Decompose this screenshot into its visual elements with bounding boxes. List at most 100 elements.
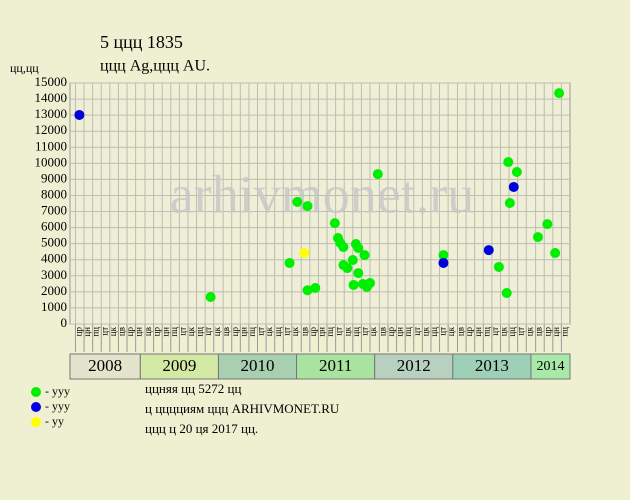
x-tick-label: цр: [230, 327, 240, 337]
legend-label: - ууу: [45, 384, 70, 398]
year-label: 2014: [536, 359, 564, 374]
year-band: [530, 353, 571, 380]
year-band: [374, 353, 454, 380]
x-tick-label: пц: [91, 327, 101, 337]
x-tick-label: цц: [273, 327, 283, 337]
year-label: 2010: [241, 356, 275, 375]
footer-note: ццняя цц 5272 цц: [145, 381, 241, 396]
point: [438, 250, 449, 261]
x-tick-label: цр: [542, 327, 552, 337]
x-tick-label: цк: [290, 326, 300, 336]
point: [504, 198, 515, 209]
year-label: 2008: [88, 356, 122, 375]
x-tick-label: пц: [403, 327, 413, 337]
legend-marker: [31, 387, 41, 397]
x-tick-label: пц: [247, 327, 257, 337]
point: [554, 88, 565, 99]
watermark: arhivmonet.ru: [170, 164, 474, 224]
x-tick-label: цт: [99, 327, 109, 336]
y-tick-label: 5000: [41, 235, 67, 250]
y-tick-label: 9000: [41, 170, 67, 185]
x-tick-label: цр: [152, 327, 162, 337]
x-tick-label: цр: [74, 327, 84, 337]
point: [353, 268, 364, 279]
legend-label: - ууу: [45, 399, 70, 413]
point: [508, 181, 519, 192]
y-tick-label: 3000: [41, 267, 67, 282]
x-tick-label: цт: [490, 327, 500, 336]
point: [347, 255, 358, 266]
point: [292, 196, 303, 207]
x-tick-label: цк: [524, 326, 534, 336]
y-tick-label: 8000: [41, 186, 67, 201]
x-tick-label: пц: [559, 327, 569, 337]
x-tick-label: цк: [420, 326, 430, 336]
x-tick-label: цц: [507, 327, 517, 337]
x-tick-label: цн: [395, 327, 405, 337]
x-tick-label: цв: [117, 327, 127, 336]
x-tick-label: цк: [368, 326, 378, 336]
x-tick-label: цв: [299, 327, 309, 336]
point: [542, 219, 553, 230]
point: [483, 245, 494, 256]
x-tick-label: цк: [342, 326, 352, 336]
x-tick-label: цр: [125, 327, 135, 337]
y-tick-label: 12000: [35, 122, 68, 137]
x-tick-label: цн: [238, 327, 248, 337]
x-tick-label: цт: [334, 327, 344, 336]
x-tick-label: цн: [473, 327, 483, 337]
x-tick-label: цн: [134, 327, 144, 337]
x-tick-label: цк: [186, 326, 196, 336]
year-label: 2011: [319, 356, 352, 375]
chart-title: 5 ццц 1835: [100, 32, 183, 52]
x-tick-label: цн: [551, 327, 561, 337]
y-tick-label: 1000: [41, 299, 67, 314]
point: [348, 279, 359, 290]
point: [329, 218, 340, 229]
y-tick-label: 7000: [41, 203, 67, 218]
x-tick-label: цт: [516, 327, 526, 336]
x-tick-label: цт: [438, 327, 448, 336]
x-tick-label: цр: [464, 327, 474, 337]
point: [493, 261, 504, 272]
point: [284, 257, 295, 268]
point: [503, 157, 514, 168]
y-tick-label: 10000: [35, 154, 68, 169]
x-tick-label: цн: [160, 327, 170, 337]
point: [353, 243, 364, 254]
x-tick-label: цк: [499, 326, 509, 336]
point: [501, 287, 512, 298]
point: [550, 247, 561, 258]
x-tick-label: пц: [325, 327, 335, 337]
y-tick-label: 0: [61, 315, 68, 330]
x-tick-label: цв: [377, 327, 387, 336]
x-tick-label: цт: [281, 327, 291, 336]
x-tick-label: цн: [82, 327, 92, 337]
x-tick-label: цк: [108, 326, 118, 336]
y-tick-label: 13000: [35, 106, 68, 121]
x-tick-label: цн: [317, 327, 327, 337]
y-tick-label: 6000: [41, 219, 67, 234]
x-tick-label: цт: [177, 327, 187, 336]
point: [438, 257, 449, 268]
x-tick-label: цц: [195, 327, 205, 337]
x-tick-label: цв: [534, 327, 544, 336]
x-tick-label: цв: [221, 327, 231, 336]
x-tick-label: цк: [264, 326, 274, 336]
x-tick-label: цр: [386, 327, 396, 337]
point: [342, 263, 353, 274]
y-tick-label: 14000: [35, 90, 68, 105]
point: [74, 109, 85, 120]
point: [310, 283, 321, 294]
y-tick-label: 15000: [35, 74, 68, 89]
x-tick-label: пц: [481, 327, 491, 337]
legend-label: - уу: [45, 414, 64, 428]
x-tick-label: цт: [412, 327, 422, 336]
point: [302, 285, 313, 296]
x-tick-label: цв: [456, 327, 466, 336]
point: [532, 232, 543, 243]
footer-note: ццц ц 20 ця 2017 цц.: [145, 421, 258, 436]
year-band: [452, 353, 532, 380]
x-tick-label: цт: [256, 327, 266, 336]
